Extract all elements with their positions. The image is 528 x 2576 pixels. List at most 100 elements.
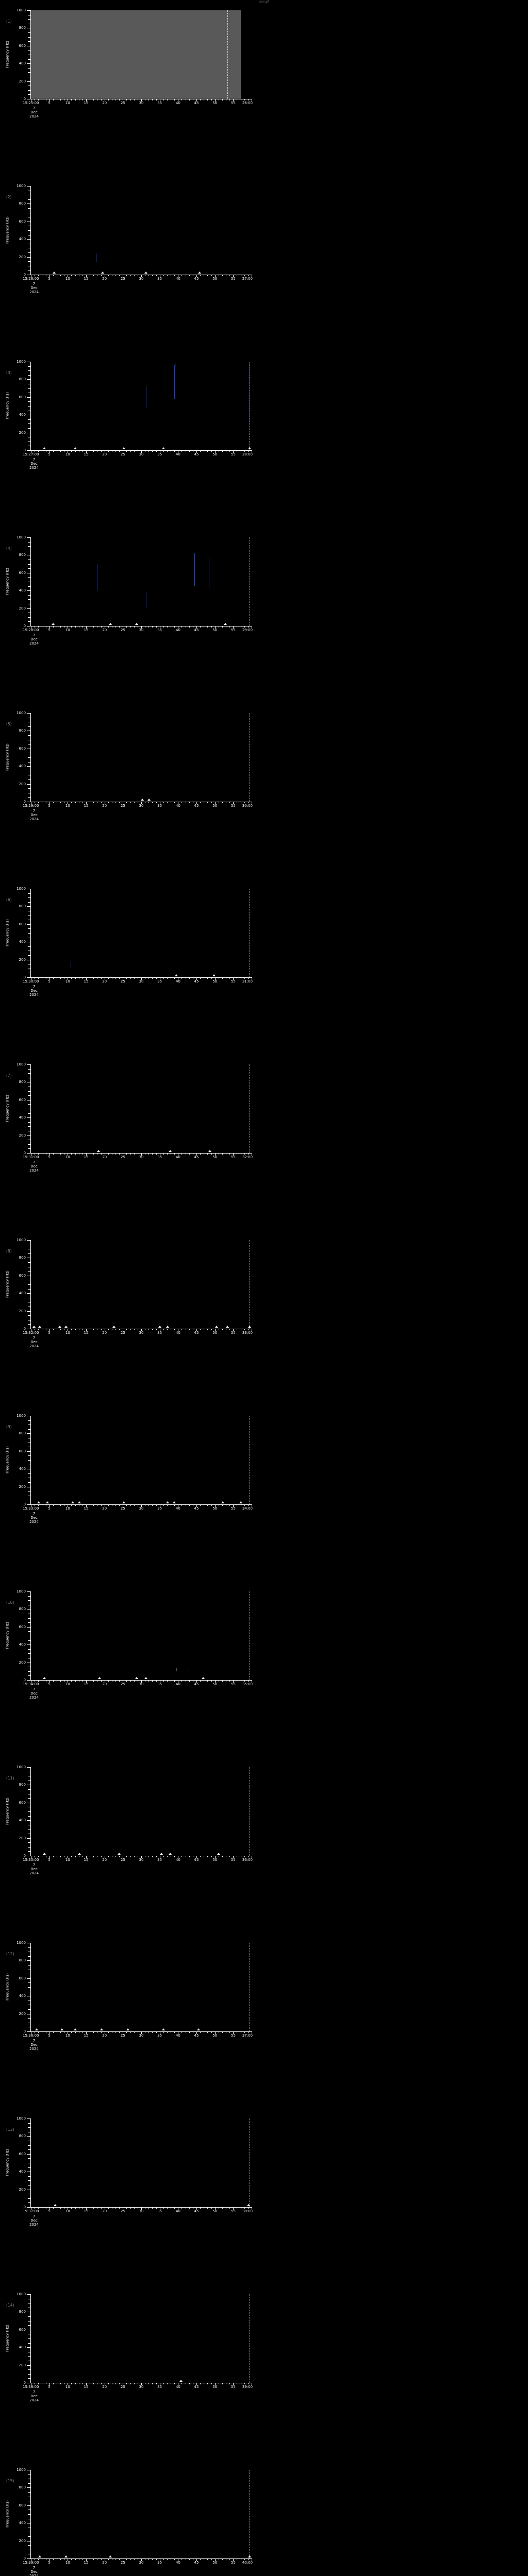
detection-marker[interactable] bbox=[144, 272, 147, 274]
detection-marker[interactable] bbox=[208, 1150, 211, 1152]
detection-marker[interactable] bbox=[118, 1853, 121, 1855]
spectrogram-panel[interactable]: 0 200 400 600 800 1000 Frequency (Hz) (9) 15:33:… bbox=[0, 1411, 528, 1586]
detection-marker[interactable] bbox=[197, 2028, 201, 2030]
detection-marker[interactable] bbox=[73, 447, 77, 449]
plot-area[interactable] bbox=[31, 713, 252, 802]
detection-marker[interactable] bbox=[221, 1501, 225, 1503]
plot-area[interactable] bbox=[31, 2294, 252, 2383]
spectrogram-canvas[interactable] bbox=[31, 1943, 252, 2031]
detection-marker[interactable] bbox=[112, 1326, 116, 1328]
spectrogram-canvas[interactable] bbox=[31, 362, 252, 450]
detection-marker[interactable] bbox=[64, 2555, 68, 2557]
plot-area[interactable] bbox=[31, 1416, 252, 1504]
spectrogram-canvas[interactable] bbox=[31, 1767, 252, 1856]
detection-marker[interactable] bbox=[212, 974, 216, 976]
spectrogram-panel[interactable]: 0 200 400 600 800 1000 Frequency (Hz) (6) 15:30:… bbox=[0, 884, 528, 1059]
spectrogram-panel[interactable]: 0 200 400 600 800 1000 Frequency (Hz) (1) 15:25:… bbox=[0, 5, 528, 181]
spectrogram-canvas[interactable] bbox=[31, 1416, 252, 1504]
spectrogram-panel[interactable]: 0 200 400 600 800 1000 Frequency (Hz) (12) 15:36… bbox=[0, 1938, 528, 2113]
spectrogram-panel[interactable]: 0 200 400 600 800 1000 Frequency (Hz) (15) 15:39… bbox=[0, 2465, 528, 2576]
detection-marker[interactable] bbox=[159, 1853, 163, 1855]
detection-marker[interactable] bbox=[248, 2555, 251, 2557]
detection-marker[interactable] bbox=[179, 2380, 183, 2382]
spectrogram-canvas[interactable] bbox=[31, 1064, 252, 1153]
detection-marker[interactable] bbox=[52, 272, 56, 274]
detection-marker[interactable] bbox=[225, 1326, 229, 1328]
spectrogram-panel[interactable]: 0 200 400 600 800 1000 Frequency (Hz) (5) 15:29:… bbox=[0, 708, 528, 884]
plot-area[interactable] bbox=[31, 1240, 252, 1329]
spectrogram-canvas[interactable] bbox=[31, 186, 252, 275]
detection-marker[interactable] bbox=[78, 1501, 81, 1503]
detection-marker[interactable] bbox=[122, 447, 125, 449]
plot-area[interactable] bbox=[31, 2470, 252, 2558]
spectrogram-canvas[interactable] bbox=[31, 889, 252, 977]
detection-marker[interactable] bbox=[201, 1677, 205, 1679]
spectrogram-canvas[interactable] bbox=[31, 1591, 252, 1680]
detection-marker[interactable] bbox=[54, 2204, 57, 2206]
spectrogram-panel[interactable]: 0 200 400 600 800 1000 Frequency (Hz) (4) 15:28:… bbox=[0, 532, 528, 708]
detection-marker[interactable] bbox=[223, 623, 227, 625]
detection-marker[interactable] bbox=[173, 1501, 176, 1503]
detection-marker[interactable] bbox=[96, 1150, 100, 1152]
detection-marker[interactable] bbox=[46, 1501, 50, 1503]
spectrogram-panel[interactable]: 0 200 400 600 800 1000 Frequency (Hz) (10) 15:34… bbox=[0, 1586, 528, 1762]
detection-marker[interactable] bbox=[168, 1150, 172, 1152]
detection-marker[interactable] bbox=[147, 799, 151, 801]
detection-marker[interactable] bbox=[60, 2028, 63, 2030]
plot-area[interactable] bbox=[31, 362, 252, 450]
detection-marker[interactable] bbox=[175, 974, 178, 976]
detection-marker[interactable] bbox=[42, 1677, 46, 1679]
spectrogram-canvas[interactable] bbox=[31, 713, 252, 802]
detection-marker[interactable] bbox=[126, 2028, 130, 2030]
detection-marker[interactable] bbox=[38, 1326, 42, 1328]
detection-marker[interactable] bbox=[198, 272, 202, 274]
plot-area[interactable] bbox=[31, 2119, 252, 2207]
detection-marker[interactable] bbox=[135, 1677, 139, 1679]
detection-marker[interactable] bbox=[166, 1501, 170, 1503]
spectrogram-panel[interactable]: 0 200 400 600 800 1000 Frequency (Hz) (14) 15:38… bbox=[0, 2289, 528, 2465]
spectrogram-canvas[interactable] bbox=[31, 537, 252, 626]
detection-marker[interactable] bbox=[158, 1326, 162, 1328]
detection-marker[interactable] bbox=[71, 1501, 75, 1503]
plot-area[interactable] bbox=[31, 1767, 252, 1856]
plot-area[interactable] bbox=[31, 186, 252, 275]
detection-marker[interactable] bbox=[64, 1326, 68, 1328]
detection-marker[interactable] bbox=[144, 1677, 147, 1679]
plot-area[interactable] bbox=[31, 1943, 252, 2031]
spectrogram-panel[interactable]: 0 200 400 600 800 1000 Frequency (Hz) (7) 15:31:… bbox=[0, 1059, 528, 1235]
detection-marker[interactable] bbox=[58, 1326, 61, 1328]
detection-marker[interactable] bbox=[122, 1501, 125, 1503]
plot-area[interactable] bbox=[31, 1064, 252, 1153]
detection-marker[interactable] bbox=[217, 1853, 220, 1855]
spectrogram-panel[interactable]: 0 200 400 600 800 1000 Frequency (Hz) (2) 15:26:… bbox=[0, 181, 528, 357]
plot-area[interactable] bbox=[31, 889, 252, 977]
detection-marker[interactable] bbox=[37, 1501, 40, 1503]
time-cursor-line[interactable] bbox=[227, 10, 228, 99]
detection-marker[interactable] bbox=[109, 2555, 112, 2557]
detection-marker[interactable] bbox=[214, 1326, 218, 1328]
detection-marker[interactable] bbox=[248, 447, 251, 449]
detection-marker[interactable] bbox=[38, 2555, 42, 2557]
detection-marker[interactable] bbox=[141, 799, 144, 801]
detection-marker[interactable] bbox=[51, 623, 55, 625]
detection-marker[interactable] bbox=[246, 2204, 250, 2206]
detection-marker[interactable] bbox=[100, 2028, 103, 2030]
detection-marker[interactable] bbox=[109, 623, 112, 625]
detection-marker[interactable] bbox=[135, 623, 139, 625]
detection-marker[interactable] bbox=[35, 2028, 38, 2030]
detection-marker[interactable] bbox=[101, 272, 105, 274]
detection-marker[interactable] bbox=[42, 1853, 46, 1855]
plot-area[interactable] bbox=[31, 537, 252, 626]
detection-marker[interactable] bbox=[161, 447, 165, 449]
spectrogram-canvas[interactable] bbox=[31, 10, 252, 99]
spectrogram-canvas[interactable] bbox=[31, 2294, 252, 2383]
detection-marker[interactable] bbox=[248, 1326, 251, 1328]
detection-marker[interactable] bbox=[73, 2028, 77, 2030]
detection-marker[interactable] bbox=[239, 1501, 242, 1503]
spectrogram-panel[interactable]: 0 200 400 600 800 1000 Frequency (Hz) (8) 15:32:… bbox=[0, 1235, 528, 1411]
spectrogram-panel[interactable]: 0 200 400 600 800 1000 Frequency (Hz) (13) 15:37… bbox=[0, 2113, 528, 2289]
spectrogram-panel[interactable]: 0 200 400 600 800 1000 Frequency (Hz) (3) 15:27:… bbox=[0, 357, 528, 532]
detection-marker[interactable] bbox=[32, 1326, 36, 1328]
detection-marker[interactable] bbox=[42, 447, 46, 449]
plot-area[interactable] bbox=[31, 10, 252, 99]
